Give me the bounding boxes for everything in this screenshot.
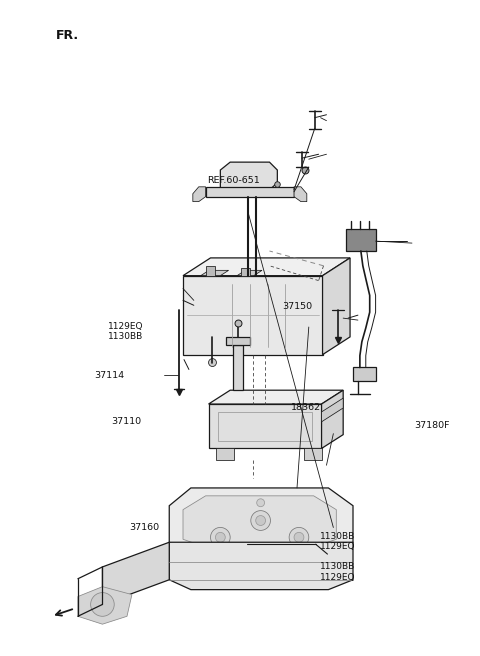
Circle shape (91, 592, 114, 616)
Circle shape (294, 533, 304, 543)
Polygon shape (78, 586, 132, 625)
Circle shape (208, 359, 216, 367)
Polygon shape (353, 367, 376, 381)
Polygon shape (304, 449, 322, 461)
Text: 1130BB
1129EQ: 1130BB 1129EQ (320, 532, 356, 552)
Polygon shape (322, 398, 343, 422)
Polygon shape (216, 449, 234, 461)
Polygon shape (241, 268, 250, 276)
Polygon shape (233, 345, 243, 390)
Text: 18362: 18362 (291, 403, 321, 412)
Text: 37150: 37150 (282, 302, 312, 311)
Circle shape (211, 527, 230, 547)
Polygon shape (208, 404, 322, 449)
Polygon shape (220, 162, 277, 197)
Circle shape (256, 516, 265, 525)
Circle shape (251, 510, 270, 531)
Text: 1129EQ
1130BB: 1129EQ 1130BB (108, 321, 144, 341)
Polygon shape (183, 496, 336, 547)
Text: 37110: 37110 (111, 417, 141, 426)
Polygon shape (322, 390, 343, 449)
Polygon shape (183, 276, 323, 355)
Circle shape (216, 533, 225, 543)
Polygon shape (102, 543, 169, 604)
Circle shape (289, 527, 309, 547)
Polygon shape (183, 258, 350, 276)
Text: REF.60-651: REF.60-651 (207, 176, 260, 185)
Polygon shape (169, 488, 353, 552)
Text: 37180F: 37180F (415, 420, 450, 430)
Polygon shape (193, 187, 205, 201)
Polygon shape (226, 337, 250, 345)
Text: 37160: 37160 (130, 523, 160, 532)
Text: FR.: FR. (56, 29, 79, 42)
Polygon shape (346, 229, 376, 251)
Text: 37114: 37114 (94, 371, 124, 380)
Polygon shape (205, 266, 216, 276)
Polygon shape (294, 187, 307, 201)
Polygon shape (205, 187, 294, 197)
Polygon shape (201, 270, 228, 276)
Polygon shape (323, 258, 350, 355)
Polygon shape (169, 543, 353, 590)
Polygon shape (208, 390, 343, 404)
Polygon shape (237, 270, 262, 276)
Circle shape (257, 499, 264, 506)
Text: 1130BB
1129EQ: 1130BB 1129EQ (320, 562, 356, 582)
